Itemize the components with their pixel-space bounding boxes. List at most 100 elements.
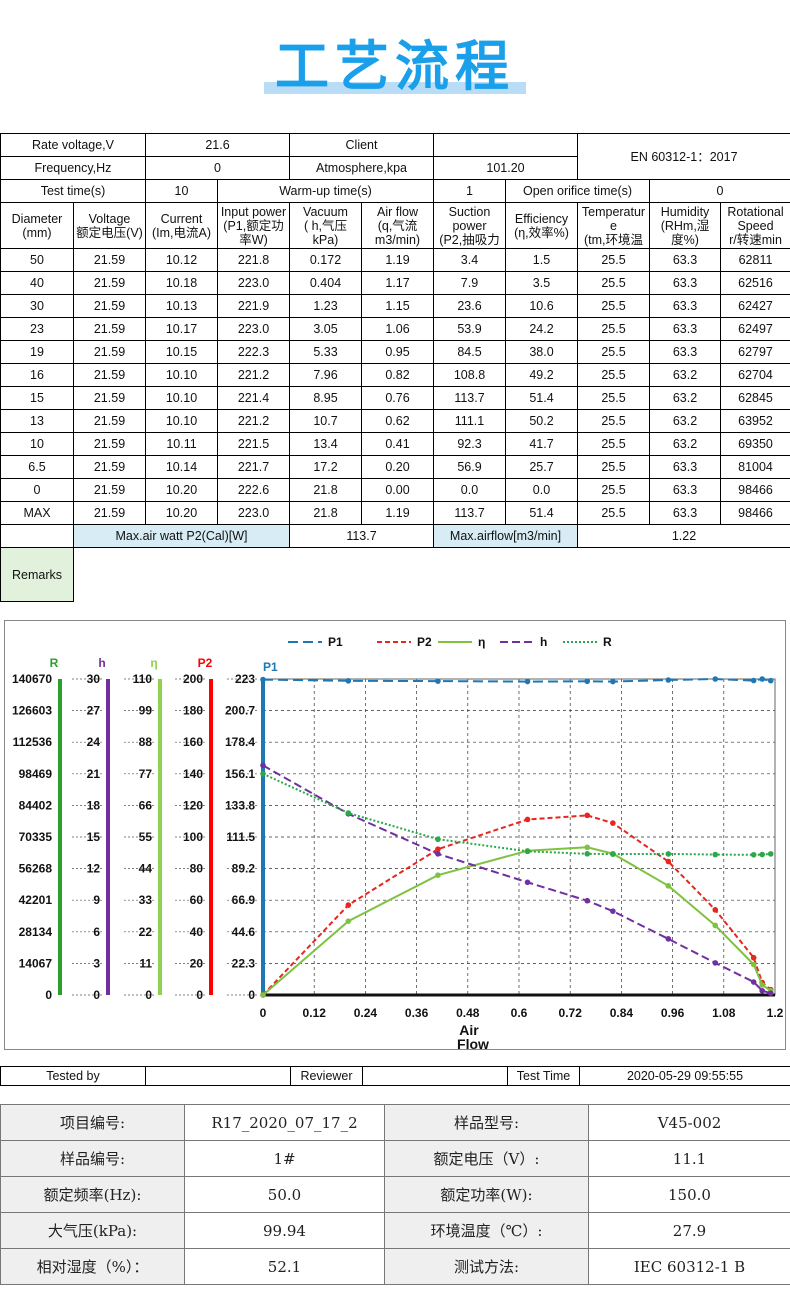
table-cell: 10.10 (145, 409, 218, 433)
column-header: Humidity (RHm,湿 度%) (649, 202, 721, 249)
table-cell: 25.5 (577, 317, 650, 341)
table-cell: 7.96 (289, 363, 362, 387)
legend-label: R (603, 635, 612, 649)
atmosphere-value: 101.20 (433, 156, 578, 180)
data-point (524, 816, 531, 823)
data-point (584, 897, 591, 904)
sample-label: 相对湿度（%）： (0, 1248, 185, 1285)
table-cell: 10.7 (289, 409, 362, 433)
data-point (665, 677, 672, 683)
summary-row: Max.air watt P2(Cal)[W] 113.7 Max.airflo… (0, 524, 790, 548)
table-cell: 25.5 (577, 294, 650, 318)
table-cell: 1.15 (361, 294, 434, 318)
legend-label: P1 (328, 635, 343, 649)
frequency-label: Frequency,Hz (0, 156, 146, 180)
y-tick-label: 180 (183, 704, 203, 718)
test-time-stamp-label: Test Time (507, 1066, 580, 1086)
table-cell: 1.06 (361, 317, 434, 341)
table-cell: 69350 (719, 432, 790, 456)
table-cell: 21.59 (73, 409, 146, 433)
table-cell: 21.59 (73, 455, 146, 479)
sample-row: 项目编号: R17_2020_07_17_2 样品型号: V45-002 (0, 1104, 790, 1141)
table-cell: 10.13 (145, 294, 218, 318)
table-cell: 222.6 (217, 478, 290, 502)
table-cell: 8.95 (289, 386, 362, 410)
table-row: 30 21.59 10.13 221.9 1.23 1.15 23.6 10.6 25.5 63.… (0, 294, 790, 318)
data-point (584, 844, 591, 851)
table-cell: 21.59 (73, 501, 146, 525)
atmosphere-label: Atmosphere,kpa (289, 156, 434, 180)
table-row: 16 21.59 10.10 221.2 7.96 0.82 108.8 49.2 25.5 63… (0, 363, 790, 387)
sample-value: V45-002 (588, 1104, 790, 1141)
table-cell: 0.95 (361, 340, 434, 364)
table-cell: 0.00 (361, 478, 434, 502)
table-cell: 25.5 (577, 340, 650, 364)
table-cell: 0.41 (361, 432, 434, 456)
table-cell: 62516 (719, 271, 790, 295)
y-axis-name: P1 (263, 660, 278, 674)
data-point (435, 846, 441, 852)
table-cell: 38.0 (505, 340, 578, 364)
table-cell: 13 (0, 409, 74, 433)
max-airflow-value: 1.22 (576, 524, 790, 548)
table-cell: 21.59 (73, 294, 146, 318)
table-row: 13 21.59 10.10 221.2 10.7 0.62 111.1 50.2 25.5 63… (0, 409, 790, 433)
sample-label: 样品型号: (384, 1104, 589, 1141)
column-header-line: 率W) (239, 232, 268, 247)
column-header-row: Diameter (mm) Voltage 额定电压(V) Current (Im,电流A… (0, 202, 790, 249)
data-point (260, 676, 266, 683)
tested-by-value (145, 1066, 291, 1086)
sample-value: IEC 60312-1 B (588, 1248, 790, 1285)
table-cell: 10.20 (145, 501, 218, 525)
data-point (759, 987, 765, 994)
table-cell: 222.3 (217, 340, 290, 364)
table-cell: 10.10 (145, 363, 218, 387)
table-cell: 0.172 (289, 248, 362, 272)
table-cell: 25.7 (505, 455, 578, 479)
table-row: MAX 21.59 10.20 223.0 21.8 1.19 113.7 51.4 25.5 6… (0, 501, 790, 525)
table-cell: 50 (0, 248, 74, 272)
table-row: 0 21.59 10.20 222.6 21.8 0.00 0.0 0.0 25.5 63.3 98… (0, 478, 790, 502)
table-cell: 10.11 (145, 432, 218, 456)
x-tick-label: 0.24 (354, 1006, 378, 1020)
y-tick-label: 28134 (19, 925, 53, 939)
remarks-value (72, 547, 790, 602)
y-tick-label: 14067 (19, 956, 53, 970)
data-point (610, 908, 616, 914)
data-point (767, 990, 774, 996)
title-underline (264, 82, 526, 94)
x-tick-label: 0.96 (661, 1006, 685, 1020)
standard-value: EN 60312-1：2017 (576, 133, 790, 180)
table-cell: 0.404 (289, 271, 362, 295)
data-point (524, 678, 531, 685)
table-cell: 41.7 (505, 432, 578, 456)
info-row-1: Rate voltage,V 21.6 Client EN 60312-1：20… (0, 133, 790, 180)
column-header-line: (Im,电流A) (151, 225, 212, 240)
y-axis-name: R (50, 656, 59, 670)
column-header-line: (P2,抽吸力 (439, 232, 500, 247)
sample-row: 额定频率(Hz): 50.0 额定功率(W): 150.0 (0, 1176, 790, 1213)
table-cell: 10.20 (145, 478, 218, 502)
data-point (665, 858, 672, 865)
data-point (260, 762, 266, 769)
table-cell: 221.8 (217, 248, 290, 272)
data-point (750, 979, 757, 985)
column-header: Efficiency (η,效率%) (505, 202, 578, 249)
y-tick-label: 160 (183, 735, 203, 749)
column-header: Diameter (mm) (0, 202, 74, 249)
sample-row: 大气压(kPa): 99.94 环境温度（℃）: 27.9 (0, 1212, 790, 1249)
table-cell: 63.3 (649, 455, 721, 479)
y-tick-label: 200 (183, 672, 203, 686)
sample-value: 11.1 (588, 1140, 790, 1177)
data-point (435, 872, 441, 879)
legend-label: h (540, 635, 547, 649)
test-time-stamp-value: 2020-05-29 09:55:55 (579, 1066, 790, 1086)
table-cell: 62811 (719, 248, 790, 272)
legend-label: P2 (417, 635, 432, 649)
data-point (665, 883, 672, 889)
column-header-line: Input power (220, 204, 287, 219)
data-point (712, 907, 719, 913)
table-cell: 21.59 (73, 478, 146, 502)
sample-value: 27.9 (588, 1212, 790, 1249)
table-cell: 62704 (719, 363, 790, 387)
